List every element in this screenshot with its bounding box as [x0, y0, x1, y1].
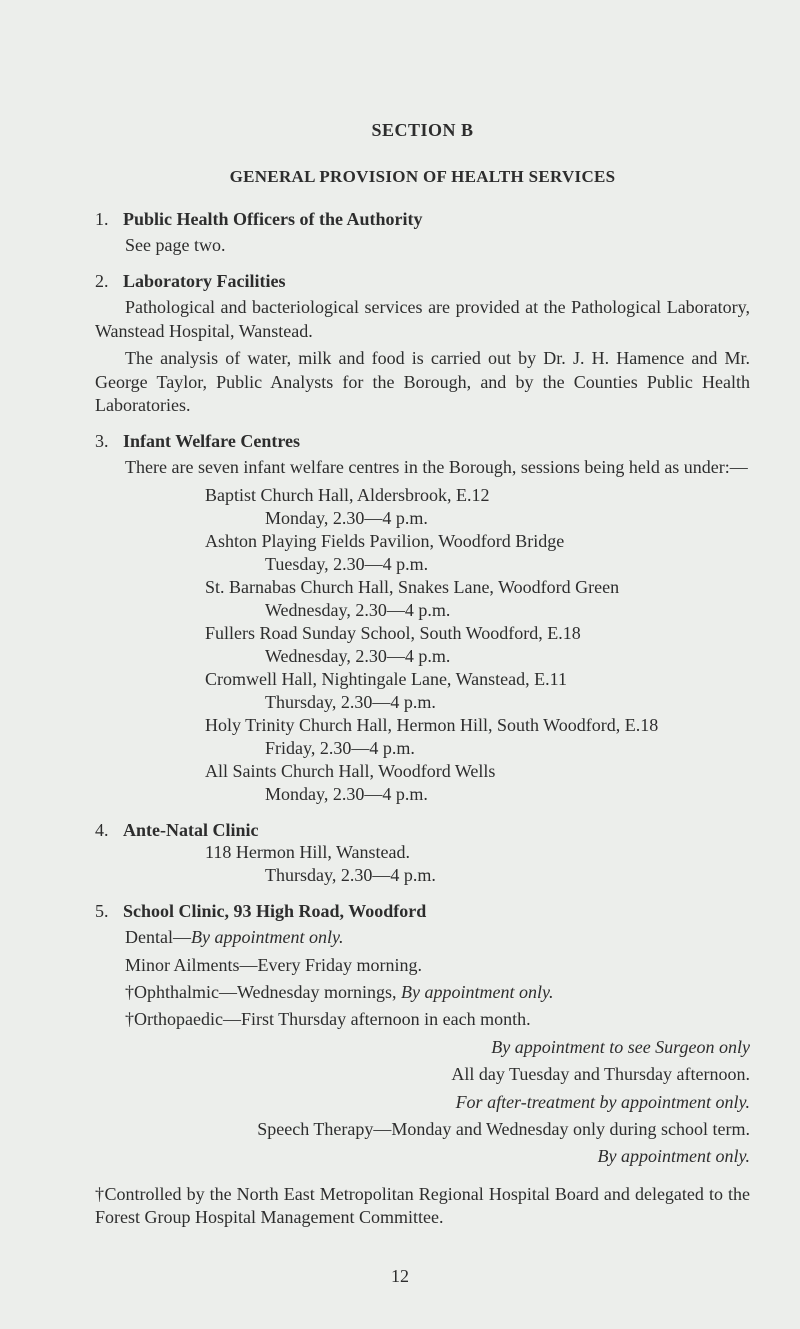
- clinic-label: Dental—: [125, 927, 191, 947]
- item-paragraph: The analysis of water, milk and food is …: [95, 347, 750, 417]
- clinic-label: †Ophthalmic—Wednesday mornings,: [125, 982, 401, 1002]
- centre-name: Holy Trinity Church Hall, Hermon Hill, S…: [95, 714, 750, 737]
- item-number: 5.: [95, 901, 113, 922]
- centre-time: Monday, 2.30—4 p.m.: [95, 783, 750, 806]
- centre-name: St. Barnabas Church Hall, Snakes Lane, W…: [95, 576, 750, 599]
- item-intro: There are seven infant welfare centres i…: [95, 456, 750, 479]
- item-paragraph: Pathological and bacteriological service…: [95, 296, 750, 343]
- item-body: See page two.: [95, 234, 750, 257]
- item-heading: Infant Welfare Centres: [123, 431, 300, 452]
- centre-name: Ashton Playing Fields Pavilion, Woodford…: [95, 530, 750, 553]
- section-title: SECTION B: [95, 120, 750, 141]
- item-heading: Public Health Officers of the Authority: [123, 209, 422, 230]
- centre-time: Tuesday, 2.30—4 p.m.: [95, 553, 750, 576]
- item-number: 1.: [95, 209, 113, 230]
- item-heading: Laboratory Facilities: [123, 271, 285, 292]
- clinic-right-note: By appointment to see Surgeon only: [95, 1036, 750, 1059]
- section-item-2: 2. Laboratory Facilities Pathological an…: [95, 271, 750, 417]
- item-heading: School Clinic, 93 High Road, Woodford: [123, 901, 426, 922]
- centre-time: Wednesday, 2.30—4 p.m.: [95, 599, 750, 622]
- clinic-line: †Orthopaedic—First Thursday afternoon in…: [95, 1008, 750, 1031]
- centre-name: 118 Hermon Hill, Wanstead.: [95, 841, 750, 864]
- item-number: 4.: [95, 820, 113, 841]
- page-number: 12: [0, 1266, 800, 1287]
- centre-name: Cromwell Hall, Nightingale Lane, Wanstea…: [95, 668, 750, 691]
- section-item-1: 1. Public Health Officers of the Authori…: [95, 209, 750, 257]
- centre-time: Thursday, 2.30—4 p.m.: [95, 864, 750, 887]
- clinic-right-plain: All day Tuesday and Thursday afternoon.: [95, 1063, 750, 1086]
- section-item-4: 4. Ante-Natal Clinic 118 Hermon Hill, Wa…: [95, 820, 750, 887]
- section-item-5: 5. School Clinic, 93 High Road, Woodford…: [95, 901, 750, 1169]
- centre-time: Thursday, 2.30—4 p.m.: [95, 691, 750, 714]
- centre-name: All Saints Church Hall, Woodford Wells: [95, 760, 750, 783]
- item-heading: Ante-Natal Clinic: [123, 820, 258, 841]
- clinic-right-note: For after-treatment by appointment only.: [95, 1091, 750, 1114]
- centre-name: Baptist Church Hall, Aldersbrook, E.12: [95, 484, 750, 507]
- item-number: 3.: [95, 431, 113, 452]
- clinic-line: †Ophthalmic—Wednesday mornings, By appoi…: [95, 981, 750, 1004]
- centre-time: Wednesday, 2.30—4 p.m.: [95, 645, 750, 668]
- clinic-right-note: By appointment only.: [95, 1145, 750, 1168]
- centre-time: Friday, 2.30—4 p.m.: [95, 737, 750, 760]
- centre-time: Monday, 2.30—4 p.m.: [95, 507, 750, 530]
- section-item-3: 3. Infant Welfare Centres There are seve…: [95, 431, 750, 806]
- footnote: †Controlled by the North East Metropolit…: [95, 1183, 750, 1230]
- clinic-line: Dental—By appointment only.: [95, 926, 750, 949]
- clinic-detail: By appointment only.: [191, 927, 343, 947]
- centre-name: Fullers Road Sunday School, South Woodfo…: [95, 622, 750, 645]
- section-subtitle: GENERAL PROVISION OF HEALTH SERVICES: [95, 167, 750, 187]
- clinic-speech-line: Speech Therapy—Monday and Wednesday only…: [95, 1118, 750, 1141]
- clinic-line: Minor Ailments—Every Friday morning.: [95, 954, 750, 977]
- document-page: SECTION B GENERAL PROVISION OF HEALTH SE…: [0, 0, 800, 1329]
- centres-list: Baptist Church Hall, Aldersbrook, E.12 M…: [95, 484, 750, 806]
- item-number: 2.: [95, 271, 113, 292]
- clinic-detail: By appointment only.: [401, 982, 553, 1002]
